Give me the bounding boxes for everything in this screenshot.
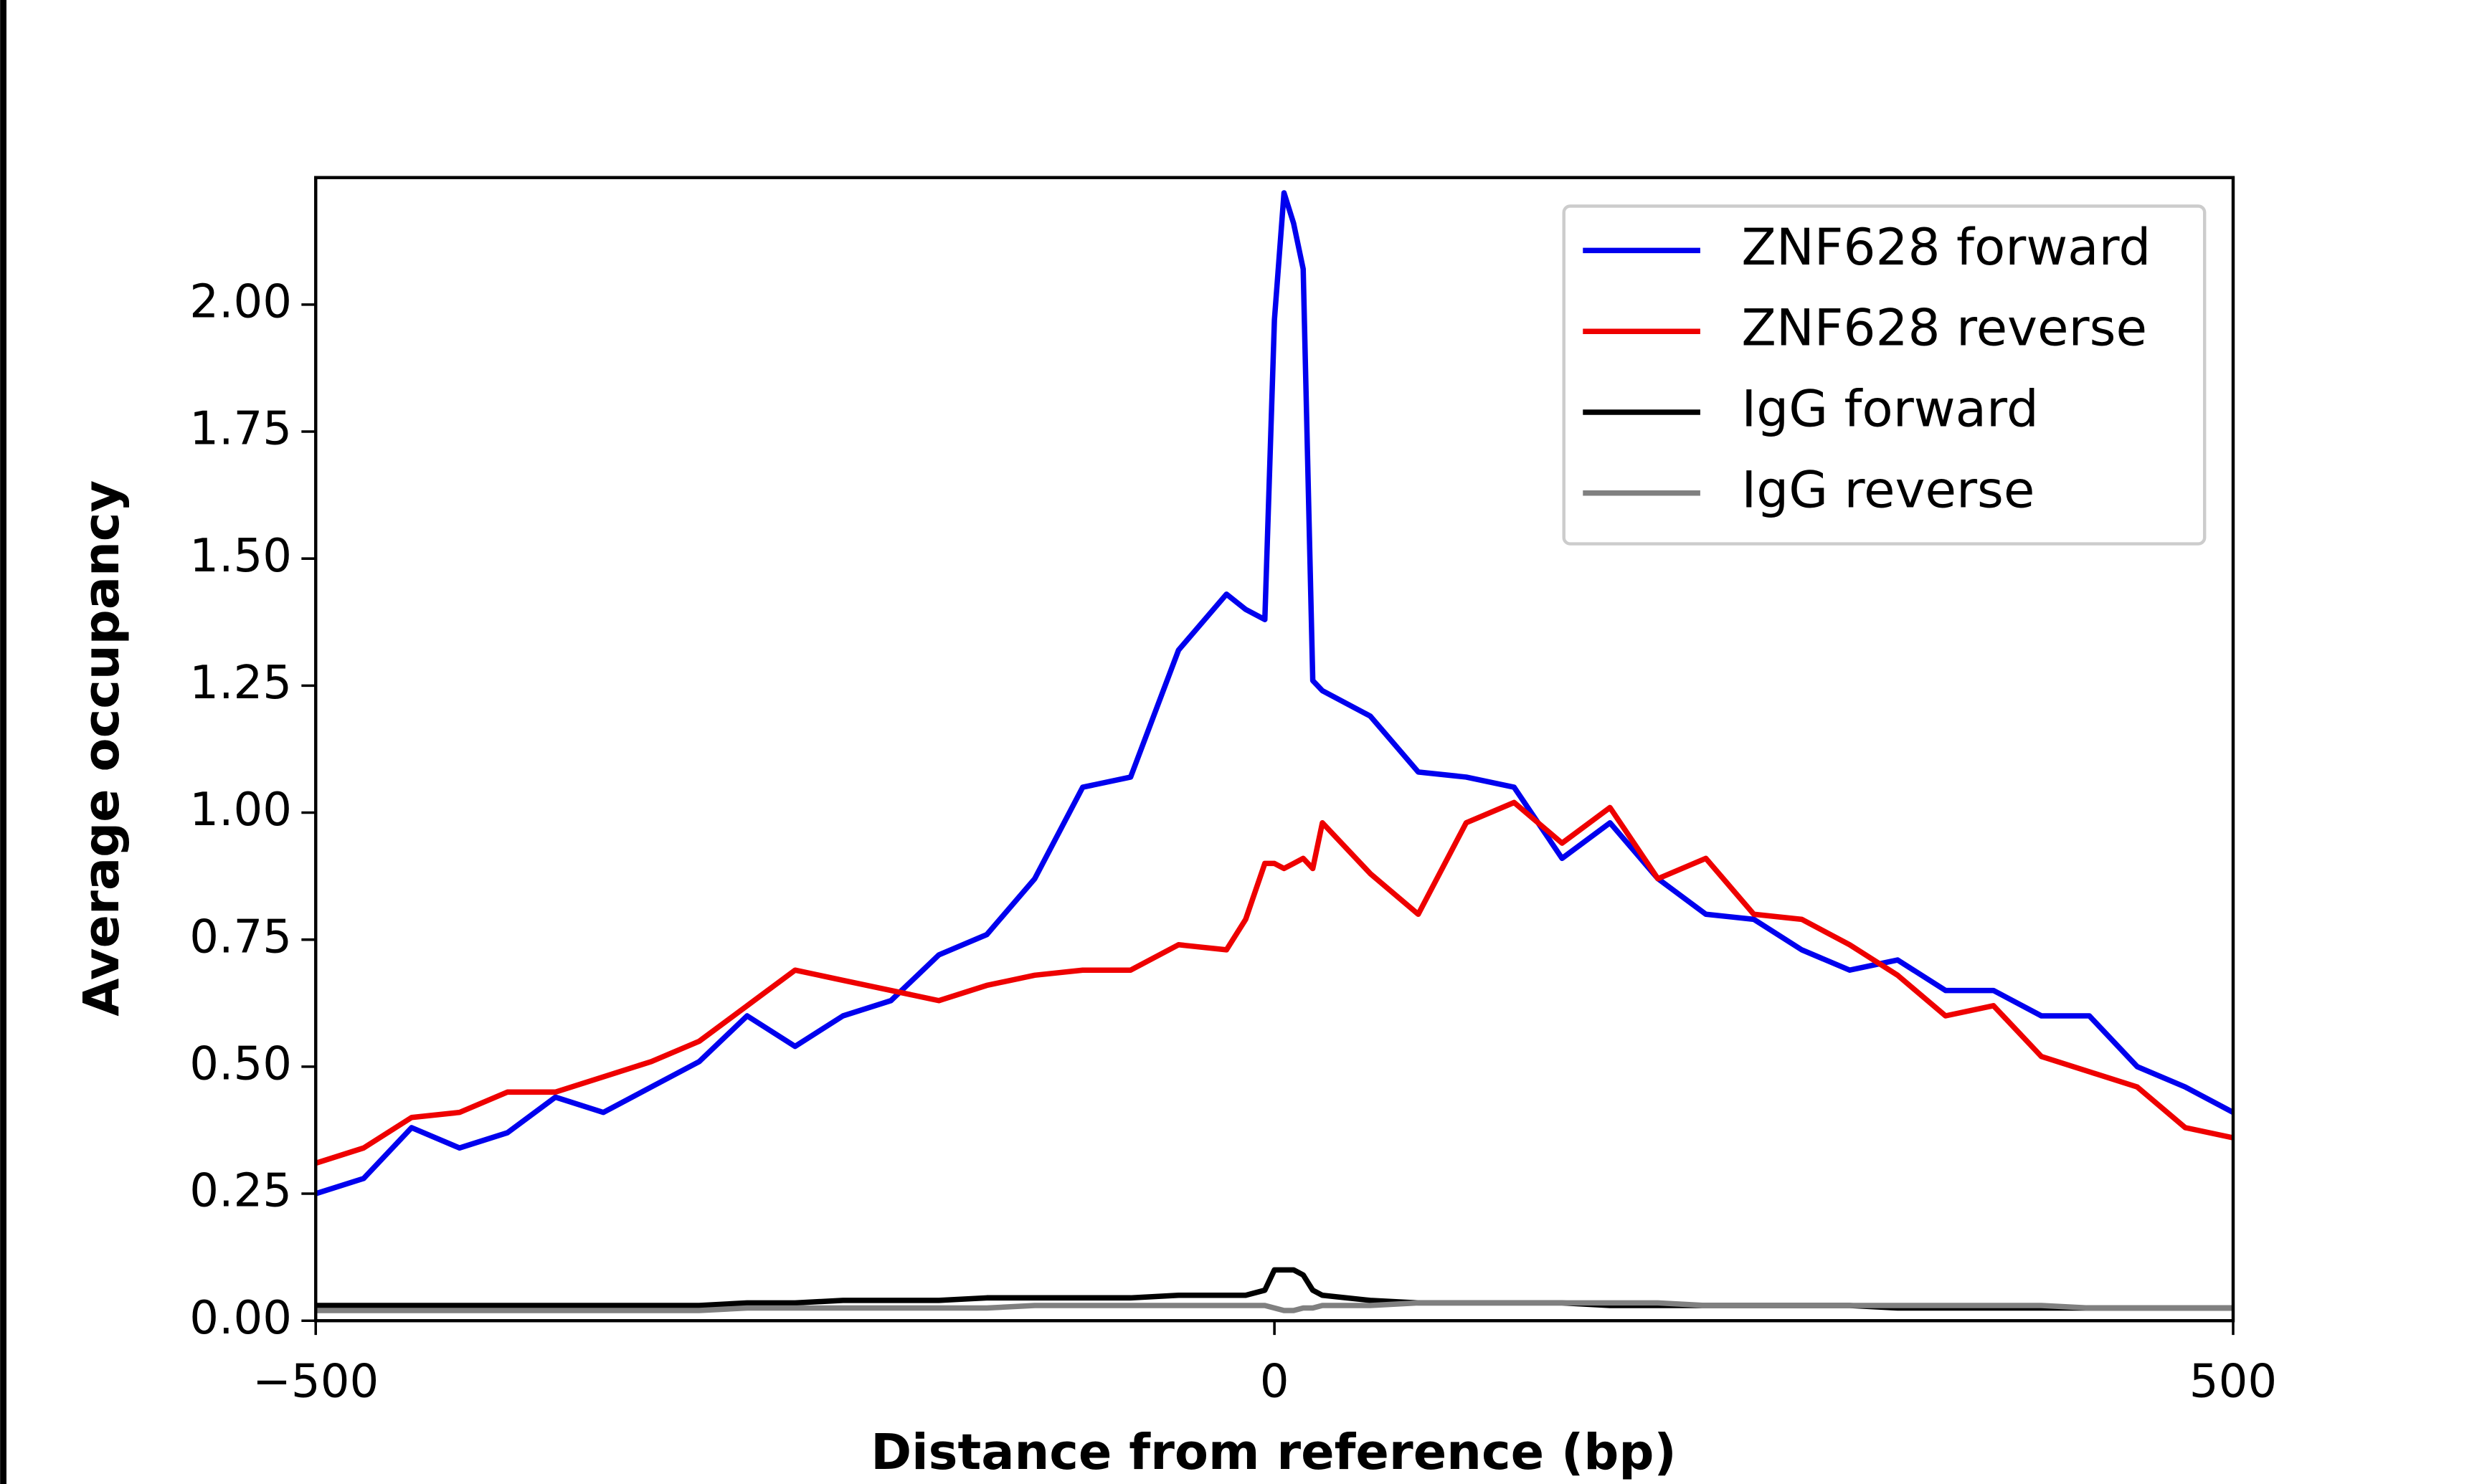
y-tick-label: 1.25	[189, 656, 292, 710]
x-tick-label: 0	[1260, 1354, 1289, 1408]
series-line	[316, 1300, 2234, 1313]
x-axis-label: Distance from reference (bp)	[871, 1424, 1677, 1481]
y-tick-label: 1.75	[189, 402, 292, 456]
series-line	[316, 1267, 2234, 1311]
x-tick-label: 500	[2189, 1354, 2277, 1408]
axes-frame	[314, 176, 2235, 1323]
y-axis-label: Average occupancy	[73, 480, 131, 1017]
legend-label: IgG reverse	[1741, 460, 2034, 519]
y-tick-label: 0.00	[189, 1291, 292, 1345]
y-tick-label: 0.25	[189, 1164, 292, 1218]
legend-box	[1562, 204, 2207, 546]
y-tick-label: 0.50	[189, 1037, 292, 1090]
y-tick-label: 1.00	[189, 783, 292, 837]
series-line	[316, 799, 2234, 1166]
frame-edge	[0, 0, 7, 1484]
series-line	[316, 190, 2234, 1197]
legend-label: ZNF628 reverse	[1741, 298, 2147, 358]
x-tick-label: −500	[252, 1354, 379, 1408]
y-tick-label: 1.50	[189, 529, 292, 583]
legend-label: IgG forward	[1741, 379, 2038, 439]
legend-label: ZNF628 forward	[1741, 217, 2151, 277]
y-tick-label: 0.75	[189, 910, 292, 964]
y-tick-label: 2.00	[189, 275, 292, 328]
